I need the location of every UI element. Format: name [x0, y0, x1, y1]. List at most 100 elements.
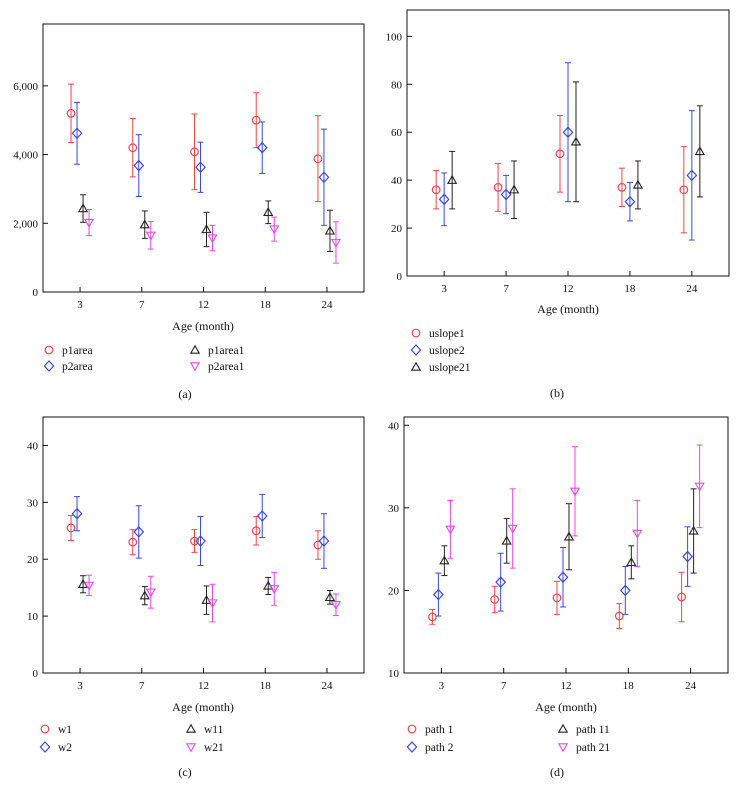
- y-tick-label: 40: [388, 420, 400, 432]
- data-point: [133, 159, 145, 172]
- data-point: [493, 182, 503, 192]
- data-point: [313, 154, 323, 164]
- data-point: [251, 526, 261, 536]
- x-tick-label: 7: [139, 680, 145, 692]
- chart-panel-b: 0 20 40 60 80 100 3 7 12 18 24 Age (month) uslope1 us…: [386, 9, 730, 400]
- y-tick-label: 30: [27, 497, 39, 509]
- data-point: [679, 185, 689, 195]
- plot-frame: [42, 23, 365, 293]
- y-tick-label: 40: [27, 440, 39, 452]
- y-tick-label: 0: [397, 271, 403, 283]
- data-point: [619, 584, 631, 597]
- data-point: [83, 218, 95, 228]
- legend-entry: p2area1: [189, 361, 245, 373]
- panel-label: (d): [550, 765, 564, 779]
- legend-entry: p2area: [43, 360, 93, 373]
- data-point: [508, 184, 520, 194]
- data-point: [256, 141, 268, 154]
- y-tick-label: 6,000: [13, 81, 38, 93]
- legend-entry: w21: [185, 742, 224, 754]
- x-axis-label: Age (month): [172, 319, 234, 333]
- data-point: [71, 127, 83, 140]
- y-tick-label: 30: [388, 503, 400, 515]
- series-uslope1: [431, 114, 689, 234]
- legend-marker: [557, 743, 569, 753]
- data-point: [495, 576, 507, 589]
- legend-marker: [189, 362, 201, 372]
- legend-label: uslope21: [429, 362, 471, 374]
- chart-panel-a: 0 2,000 4,000 6,000 3 7 12 18 24 Age (month) p1are…: [13, 23, 365, 401]
- chart-panel-c: 0 10 20 30 40 3 7 12 18 24 Age (month) w1 w2 w11 w21 (c…: [27, 416, 365, 779]
- legend-entry: uslope21: [410, 361, 471, 374]
- legend-label: path 1: [425, 724, 454, 736]
- legend-label: path 21: [576, 742, 610, 754]
- x-tick-label: 7: [503, 283, 509, 295]
- legend-label: path 2: [425, 742, 454, 754]
- data-point: [330, 238, 342, 248]
- legend-label: p1area1: [208, 345, 245, 357]
- data-point: [66, 523, 76, 533]
- x-tick-label: 12: [198, 299, 209, 311]
- legend-marker: [44, 345, 54, 355]
- data-point: [330, 601, 342, 611]
- series-w11: [77, 575, 336, 615]
- y-tick-label: 10: [388, 668, 400, 680]
- legend-label: p2area1: [208, 361, 245, 373]
- series-uslope21: [447, 81, 705, 219]
- series-path-2: [432, 526, 694, 617]
- data-point: [507, 524, 518, 534]
- series-w1: [66, 514, 323, 560]
- plot-frame: [42, 416, 365, 674]
- legend-label: w21: [204, 742, 224, 754]
- data-point: [677, 592, 687, 602]
- data-point: [431, 185, 441, 195]
- data-point: [624, 195, 636, 208]
- x-tick-label: 18: [624, 283, 636, 295]
- data-point: [318, 171, 330, 184]
- x-tick-label: 7: [501, 680, 507, 692]
- data-point: [432, 588, 444, 601]
- legend-label: uslope1: [429, 328, 465, 340]
- legend-entry: p1area: [44, 345, 93, 357]
- series-uslope2: [438, 62, 698, 241]
- data-point: [570, 136, 582, 146]
- legend-entry: path 2: [406, 741, 454, 754]
- data-point: [445, 525, 456, 535]
- data-point: [145, 231, 156, 241]
- data-point: [195, 161, 206, 174]
- x-tick-label: 12: [198, 680, 209, 692]
- legend-label: w11: [204, 724, 224, 736]
- data-point: [77, 203, 89, 213]
- data-point: [324, 592, 336, 602]
- data-point: [694, 482, 705, 492]
- x-tick-label: 3: [77, 680, 83, 692]
- data-point: [318, 535, 330, 547]
- series-p2area: [71, 101, 330, 226]
- data-point: [682, 550, 694, 563]
- series-p1area: [66, 83, 323, 203]
- plot-frame: [403, 416, 729, 674]
- legend-entry: p1area1: [189, 344, 245, 357]
- legend-entry: w1: [40, 724, 72, 736]
- x-tick-label: 12: [561, 680, 572, 692]
- data-point: [439, 555, 450, 565]
- x-tick-label: 3: [439, 680, 445, 692]
- panel-label: (b): [550, 386, 564, 400]
- data-point: [269, 585, 280, 595]
- x-tick-label: 12: [563, 283, 574, 295]
- legend-marker: [410, 344, 422, 356]
- legend-label: w1: [58, 724, 72, 736]
- data-point: [66, 108, 76, 118]
- legend-entry: uslope1: [411, 328, 465, 340]
- data-point: [207, 234, 218, 244]
- data-point: [557, 571, 569, 584]
- y-tick-label: 20: [388, 585, 400, 597]
- data-point: [195, 535, 206, 547]
- data-point: [145, 588, 156, 598]
- x-tick-label: 24: [321, 299, 333, 311]
- x-axis-label: Age (month): [537, 302, 599, 316]
- series-path-21: [445, 444, 705, 569]
- series-path-1: [427, 571, 687, 629]
- data-point: [256, 510, 268, 522]
- data-point: [207, 599, 218, 609]
